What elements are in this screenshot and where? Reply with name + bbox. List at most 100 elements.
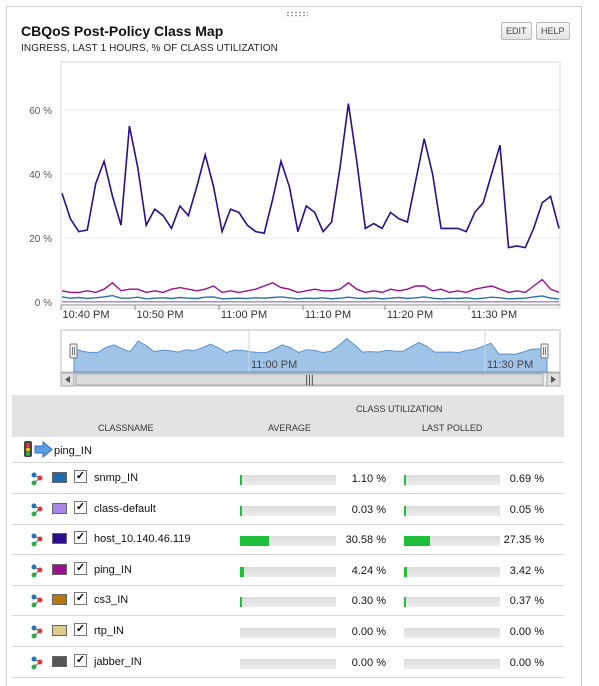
series-color-swatch (52, 594, 67, 606)
navigator-right-handle[interactable] (540, 343, 549, 359)
show-series-checkbox[interactable]: ✓ (74, 592, 87, 606)
table-row: ✓ class-default 0.03 % 0.05 % (12, 494, 564, 525)
class-name[interactable]: ping_IN (94, 563, 132, 576)
show-series-checkbox[interactable]: ✓ (74, 653, 87, 667)
series-line-ping-in (61, 278, 560, 294)
show-series-checkbox[interactable]: ✓ (74, 470, 87, 483)
series-lines (61, 103, 560, 303)
show-series-checkbox[interactable]: ✓ (74, 500, 87, 514)
utilization-line-chart: 60 % 40 % 20 % 0 % 10:40 PM 10:50 PM 11:00 PM… (29, 61, 561, 387)
show-series-checkbox[interactable]: ✓ (74, 531, 87, 545)
table-row: ✓ host_10.140.46.119 30.58 % 27.35 % (12, 524, 564, 556)
table-header: CLASS UTILIZATION CLASSNAME AVERAGE LAST… (12, 395, 564, 437)
widget-title: CBQoS Post-Policy Class Map (21, 23, 224, 39)
x-tick-label: 11:30 PM (471, 309, 517, 321)
help-button[interactable]: HELP (536, 22, 570, 40)
plot-area (60, 61, 561, 309)
interface-status-icon[interactable] (18, 440, 58, 460)
class-node-icon (31, 594, 43, 608)
last-polled-utilization-bar (404, 628, 500, 638)
average-bar-fill (240, 597, 242, 608)
table-row: ✓ rtp_IN 0.00 % 0.00 % (12, 616, 564, 647)
last-polled-column-header: LAST POLLED (422, 423, 483, 433)
class-name[interactable]: cs3_IN (94, 594, 129, 607)
last-polled-bar-fill (404, 536, 431, 547)
y-tick-label: 20 % (29, 234, 52, 245)
show-series-checkbox[interactable]: ✓ (74, 623, 87, 636)
class-name[interactable]: snmp_IN (94, 472, 139, 484)
table-row: ✓ ping_IN 4.24 % 3.42 % (12, 555, 564, 586)
scrollbar-thumb[interactable] (75, 373, 544, 386)
average-utilization-bar (240, 475, 336, 485)
class-name[interactable]: rtp_IN (94, 625, 124, 637)
last-polled-utilization-bar (404, 505, 500, 516)
last-polled-bar-fill (404, 475, 406, 485)
table-row: ✓ snmp_IN 1.10 % 0.69 % (12, 463, 564, 494)
average-bar-fill (240, 505, 242, 516)
class-name[interactable]: class-default (94, 502, 156, 515)
last-polled-value: 0.05 % (509, 503, 544, 516)
class-name[interactable]: host_10.140.46.119 (94, 533, 191, 546)
widget-subtitle: INGRESS, LAST 1 HOURS, % OF CLASS UTILIZ… (21, 43, 278, 54)
average-value: 0.00 % (351, 656, 386, 669)
last-polled-utilization-bar (404, 475, 500, 485)
series-line-host-10-140-46-119 (61, 103, 560, 249)
average-value: 0.00 % (351, 626, 386, 638)
show-series-checkbox[interactable]: ✓ (74, 561, 87, 575)
class-node-icon (31, 503, 43, 517)
average-utilization-bar (240, 597, 336, 608)
series-color-swatch (52, 655, 67, 667)
average-utilization-bar (240, 628, 336, 638)
class-name[interactable]: jabber_IN (94, 655, 142, 668)
last-polled-bar-fill (404, 505, 406, 516)
last-polled-utilization-bar (404, 597, 500, 608)
interface-group-label[interactable]: ping_IN (54, 445, 92, 457)
navigator-left-handle[interactable] (69, 343, 78, 359)
average-bar-fill (240, 475, 242, 485)
average-value: 0.30 % (351, 595, 386, 608)
series-line-snmp-in (61, 294, 560, 300)
edit-button[interactable]: EDIT (501, 22, 532, 40)
last-polled-value: 0.00 % (509, 656, 544, 669)
average-utilization-bar (240, 505, 336, 516)
last-polled-value: 27.35 % (503, 534, 544, 547)
average-value: 30.58 % (345, 534, 386, 547)
last-polled-value: 0.37 % (509, 595, 544, 608)
drag-grip-icon[interactable] (286, 11, 308, 17)
x-axis: 10:40 PM 10:50 PM 11:00 PM 11:10 PM 11:20 PM… (60, 305, 517, 321)
classname-column-header: CLASSNAME (98, 423, 154, 433)
y-axis: 60 % 40 % 20 % 0 % (29, 106, 52, 309)
y-tick-label: 0 % (35, 298, 52, 309)
average-value: 4.24 % (351, 564, 386, 577)
y-tick-label: 40 % (29, 170, 52, 181)
last-polled-value: 0.69 % (509, 473, 544, 485)
last-polled-utilization-bar (404, 658, 500, 669)
last-polled-bar-fill (404, 566, 408, 577)
average-bar-fill (240, 536, 270, 547)
last-polled-utilization-bar (404, 566, 500, 577)
interface-group-row: ping_IN (12, 437, 564, 463)
class-node-icon (31, 656, 43, 670)
gridlines (61, 109, 560, 239)
average-value: 1.10 % (351, 473, 386, 485)
series-color-swatch (52, 502, 67, 514)
scroll-left-arrow-icon[interactable] (60, 372, 75, 387)
class-utilization-header: CLASS UTILIZATION (356, 404, 443, 414)
last-polled-value: 0.00 % (509, 626, 544, 638)
series-color-swatch (52, 563, 67, 575)
average-utilization-bar (240, 536, 336, 547)
series-color-swatch (52, 472, 67, 483)
x-tick-label: 11:00 PM (221, 309, 267, 321)
navigator-tick-label: 11:00 PM (251, 359, 297, 371)
average-utilization-bar (240, 566, 336, 577)
x-tick-label: 10:50 PM (136, 309, 183, 321)
class-node-icon (31, 533, 43, 547)
last-polled-bar-fill (404, 597, 406, 608)
y-tick-label: 60 % (29, 106, 52, 117)
class-node-icon (31, 625, 43, 639)
scroll-right-arrow-icon[interactable] (546, 372, 561, 387)
average-utilization-bar (240, 658, 336, 669)
scrollbar-grip-label: ||| (305, 374, 314, 386)
navigator-tick-label: 11:30 PM (487, 359, 533, 371)
average-column-header: AVERAGE (268, 423, 311, 433)
